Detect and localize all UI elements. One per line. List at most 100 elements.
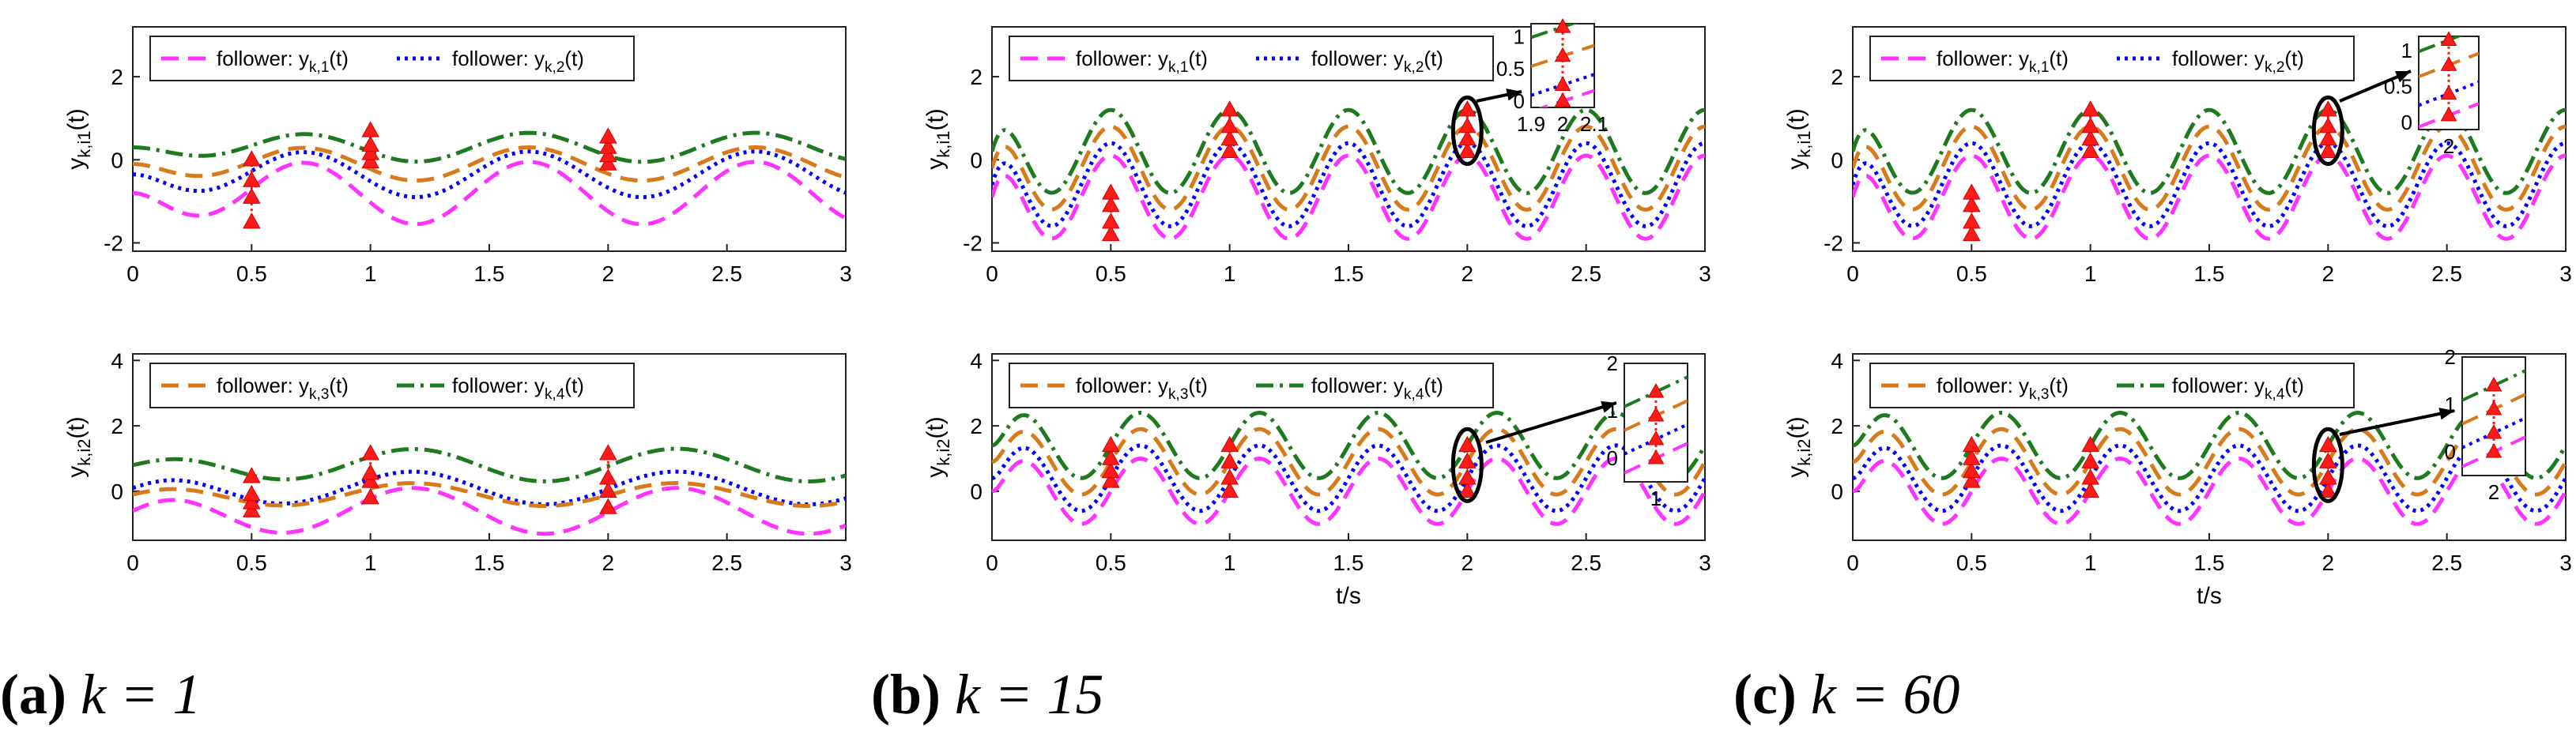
inset-x-tick-label: 2 [1557, 112, 1568, 136]
inset-x-tick-label: 2 [2443, 134, 2454, 158]
caption-c: (c) k = 60 [1733, 662, 1959, 728]
inset-y-tick-label: 0.5 [2384, 75, 2412, 99]
inset-marker [2485, 400, 2502, 415]
y-axis-label-sub: k,i1 [1794, 131, 1814, 158]
x-tick-label: 1.5 [1333, 261, 1364, 286]
data-marker [1220, 129, 1239, 146]
x-tick-label: 3 [839, 261, 852, 286]
legend-prefix: follower: y [2172, 47, 2265, 70]
y-axis-label: yk,i1(t) [63, 108, 94, 170]
x-tick-label: 2.5 [711, 551, 742, 575]
data-marker [243, 485, 261, 502]
x-tick-label: 0 [986, 551, 998, 575]
data-marker [1458, 435, 1477, 453]
legend-label: follower: yk,1(t) [1937, 47, 2069, 76]
legend-label: follower: yk,2(t) [452, 47, 584, 76]
x-tick-label: 2.5 [1571, 261, 1601, 286]
x-tick-label: 0 [1846, 551, 1859, 575]
data-marker [2319, 141, 2337, 158]
inset-arrowhead [1506, 88, 1522, 101]
highlight-ellipse [2311, 95, 2344, 167]
x-tick-label: 3 [839, 551, 852, 575]
y-axis-label: yk,i2(t) [63, 416, 94, 478]
data-marker [599, 146, 617, 163]
inset-marker [2485, 376, 2502, 392]
data-marker [1102, 462, 1120, 479]
legend-box [149, 36, 635, 81]
inset-x-tick-label: 1 [1650, 487, 1661, 510]
y-tick-label: -2 [963, 231, 983, 255]
x-tick-label: 2.5 [711, 261, 742, 286]
data-marker [599, 498, 617, 514]
legend-entry: follower: yk,3(t) [1020, 374, 1208, 403]
y-tick-label: 2 [1831, 414, 1843, 438]
y-axis-label-sub: k,i2 [933, 439, 953, 466]
legend-label: follower: yk,3(t) [1937, 374, 2069, 403]
data-marker [1963, 462, 1981, 479]
y-tick-label: 0 [970, 148, 983, 172]
data-marker [2081, 117, 2099, 133]
data-marker [1220, 468, 1239, 485]
y-axis-label-main: y [1783, 158, 1809, 170]
legend-subscript: k,2 [1404, 59, 1424, 76]
y-axis-label-sub: k,i1 [933, 131, 953, 158]
data-marker [2319, 468, 2337, 485]
series-line [1853, 427, 2566, 497]
legend-prefix: follower: y [1076, 47, 1168, 70]
data-marker [361, 144, 379, 160]
legend-suffix: (t) [2284, 47, 2304, 70]
data-marker [243, 187, 261, 204]
legend-suffix: (t) [1424, 374, 1443, 397]
data-marker [243, 467, 261, 483]
data-marker [599, 137, 617, 154]
legend-entry: follower: yk,1(t) [1020, 47, 1208, 76]
data-marker [1963, 435, 1981, 453]
legend-prefix: follower: y [452, 374, 545, 397]
legend-entry: follower: yk,2(t) [397, 47, 584, 76]
data-marker [2319, 129, 2337, 146]
series-line [1853, 456, 2566, 526]
x-tick-label: 1.5 [474, 551, 505, 575]
x-tick-label: 1.5 [474, 261, 505, 286]
inset-y-tick-label: 2 [1607, 352, 1618, 375]
caption-b: (b) k = 15 [871, 662, 1104, 728]
x-tick-label: 1.5 [2194, 261, 2225, 286]
y-axis-label-main: y [922, 466, 949, 478]
data-marker [1963, 196, 1981, 212]
legend-subscript: k,3 [2029, 386, 2049, 403]
inset-marker [1647, 449, 1665, 464]
data-marker [599, 468, 617, 485]
inset: 0 0.5 1 2 [2339, 31, 2480, 158]
data-marker [2081, 481, 2099, 498]
y-axis-label-tail: (t) [63, 416, 89, 438]
y-axis-label-main: y [922, 158, 949, 170]
x-tick-label: 2 [2322, 261, 2335, 286]
legend-prefix: follower: y [2172, 374, 2265, 397]
inset-marker [2440, 31, 2457, 47]
legend-prefix: follower: y [1311, 47, 1404, 70]
x-tick-label: 0 [1846, 261, 1859, 286]
y-axis-label-sub: k,i2 [74, 439, 94, 466]
legend-entry: follower: yk,4(t) [2117, 374, 2304, 403]
legend-box [1869, 363, 2355, 408]
legend-suffix: (t) [1188, 374, 1208, 397]
x-tick-label: 0.5 [236, 551, 267, 575]
data-marker [361, 152, 379, 169]
inset-marker [1554, 92, 1571, 107]
inset-y-tick-label: 0 [1607, 446, 1618, 470]
legend-entry: follower: yk,1(t) [1881, 47, 2069, 76]
data-marker [1102, 449, 1120, 465]
legend-suffix: (t) [2049, 47, 2069, 70]
legend-prefix: follower: y [1311, 374, 1404, 397]
legend-suffix: (t) [329, 374, 349, 397]
data-marker [1102, 183, 1120, 200]
data-marker [361, 472, 379, 488]
y-tick-label: 2 [1831, 65, 1843, 89]
y-tick-label: 0 [1831, 479, 1843, 504]
x-tick-label: 1 [1224, 551, 1236, 575]
legend-label: follower: yk,1(t) [1076, 47, 1208, 76]
